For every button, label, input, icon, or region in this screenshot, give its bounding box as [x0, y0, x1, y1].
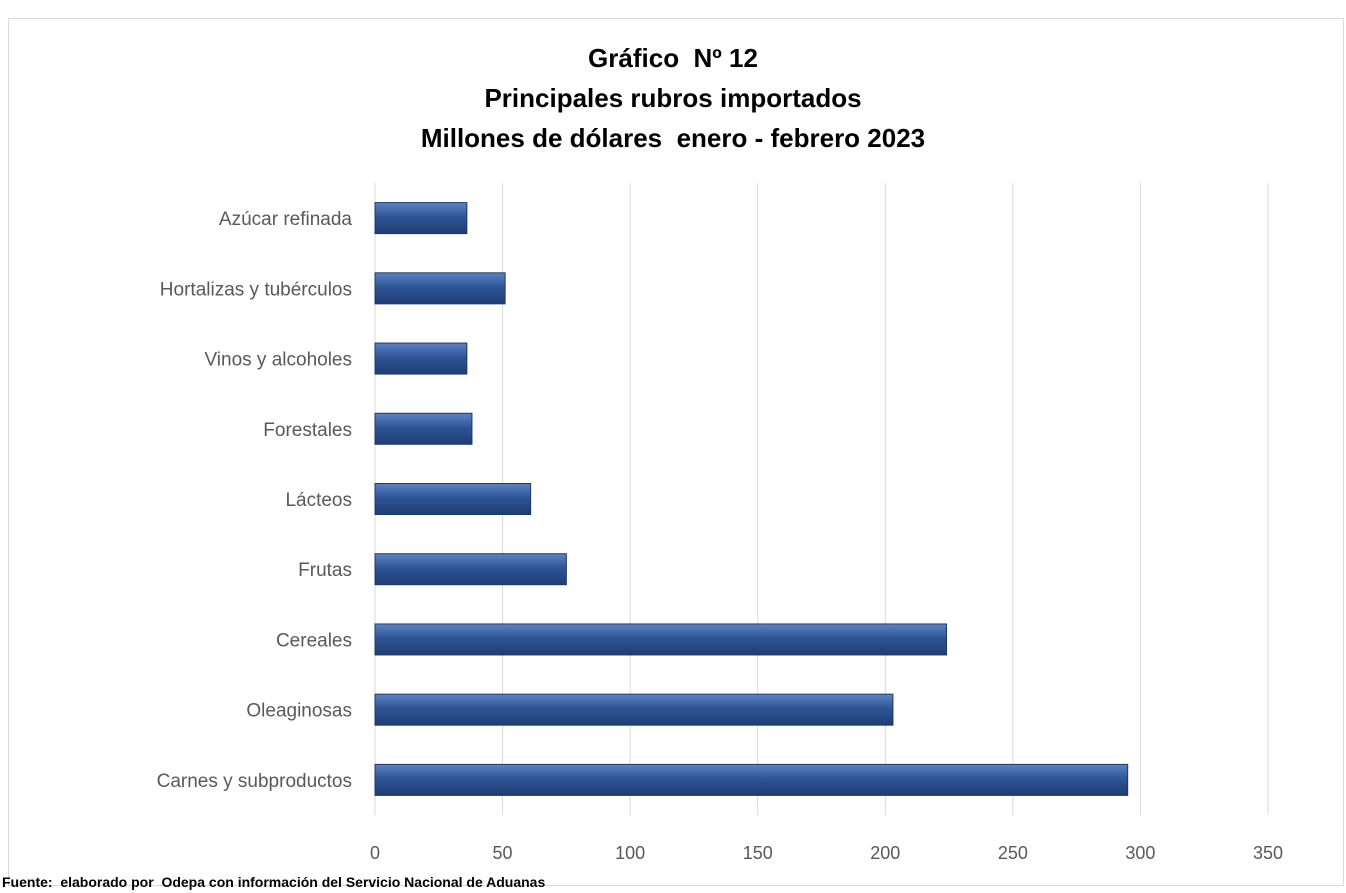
bar-4	[374, 483, 532, 515]
chart-title-line-2: Principales rubros importados	[484, 83, 862, 113]
category-label: Carnes y subproductos	[157, 771, 352, 792]
category-label: Cereales	[276, 630, 352, 651]
chart-title-line-3: Millones de dólares enero - febrero 2023	[420, 123, 926, 153]
x-tick-label: 250	[998, 843, 1028, 863]
category-label: Frutas	[298, 560, 352, 581]
category-labels: Azúcar refinada Hortalizas y tubérculos Vi…	[157, 209, 353, 792]
chart-frame	[8, 18, 1344, 886]
category-label: Azúcar refinada	[219, 209, 353, 230]
bar-5	[374, 553, 567, 586]
bar-0	[374, 202, 468, 235]
bar-3	[374, 412, 473, 445]
bar-2	[374, 342, 468, 375]
x-tick-label: 0	[370, 843, 380, 863]
bar-8	[374, 763, 1129, 796]
category-label: Oleaginosas	[246, 701, 352, 722]
category-label: Lácteos	[285, 490, 352, 511]
x-tick-labels: 0 50 100 150 200 250 300 350	[370, 843, 1283, 863]
x-tick-label: 300	[1125, 843, 1155, 863]
category-label: Vinos y alcoholes	[204, 350, 352, 371]
chart-title-line-1: Gráfico Nº 12	[588, 43, 758, 73]
category-label: Hortalizas y tubérculos	[160, 279, 352, 300]
bar-1	[374, 272, 506, 305]
x-tick-label: 200	[870, 843, 900, 863]
category-label: Forestales	[263, 420, 352, 441]
bar-6	[374, 623, 948, 656]
bars	[374, 202, 1129, 796]
x-tick-label: 100	[615, 843, 645, 863]
x-tick-label: 150	[743, 843, 773, 863]
bar-7	[374, 693, 894, 726]
source-note: Fuente: elaborado por Odepa con informac…	[2, 874, 546, 890]
x-tick-label: 350	[1253, 843, 1283, 863]
x-tick-label: 50	[493, 843, 513, 863]
